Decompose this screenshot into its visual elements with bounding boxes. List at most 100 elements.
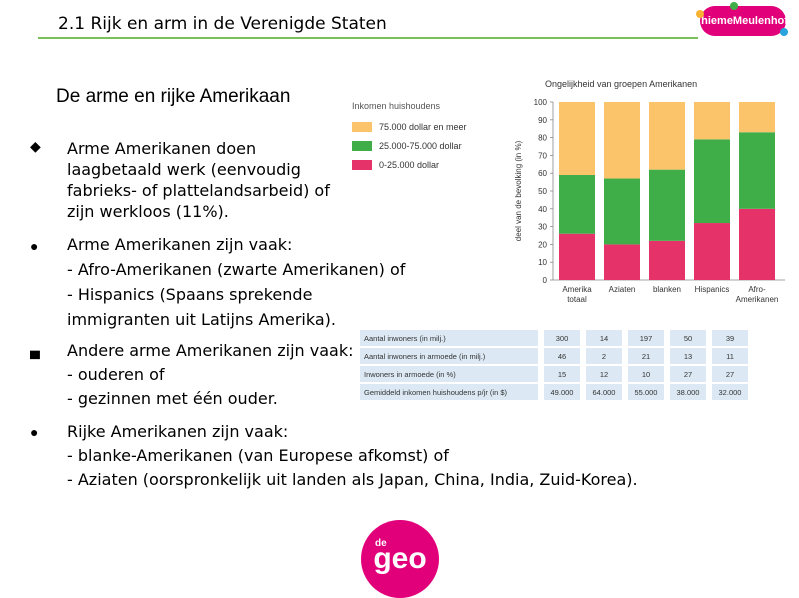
bullet-4-line-2: - blanke-Amerikanen (van Europese afkoms… <box>67 446 449 465</box>
bullet-1-line-2: laagbetaald werk (eenvoudig <box>67 160 301 179</box>
y-tick-label: 80 <box>538 134 547 143</box>
table-cell: 64.000 <box>586 383 622 402</box>
x-tick-label: Amerika <box>562 285 592 294</box>
bullet-2-line-2: - Afro-Amerikanen (zwarte Amerikanen) of <box>67 260 406 279</box>
y-tick-label: 0 <box>543 276 548 285</box>
table-gap <box>664 347 670 366</box>
geo-logo: de geo <box>361 520 439 598</box>
legend-title: Inkomen huishoudens <box>352 101 441 111</box>
bar-segment <box>559 233 595 280</box>
legend-item-mid: 25.000-75.000 dollar <box>352 136 467 155</box>
legend-label: 25.000-75.000 dollar <box>379 140 462 151</box>
table-gap <box>664 330 670 348</box>
table-row-label: Aantal inwoners in armoede (in milj.) <box>360 347 538 366</box>
table-cell: 49.000 <box>544 383 580 402</box>
table-row-label: Aantal inwoners (in milj.) <box>360 330 538 348</box>
table-gap <box>538 347 544 366</box>
table-cell: 12 <box>586 365 622 384</box>
table-cell: 27 <box>712 365 748 384</box>
table-cell: 300 <box>544 330 580 348</box>
legend-label: 0-25.000 dollar <box>379 159 440 170</box>
bar-segment <box>694 139 730 224</box>
publisher-logo-text: ThiemeMeulenhoff <box>694 15 792 27</box>
bar-segment <box>604 178 640 245</box>
table-row-label: Gemiddeld inkomen huishoudens p/jr (in $… <box>360 383 538 402</box>
bar-segment <box>649 240 685 280</box>
table-gap <box>622 347 628 366</box>
x-tick-label: Aziaten <box>609 285 636 294</box>
geo-logo-text: geo <box>373 542 427 575</box>
table-row: Aantal inwoners in armoede (in milj.) 46 2… <box>360 347 748 366</box>
y-tick-label: 70 <box>538 151 547 160</box>
table-cell: 27 <box>670 365 706 384</box>
y-tick-label: 100 <box>534 98 548 107</box>
table-gap <box>538 365 544 384</box>
y-tick-label: 30 <box>538 223 547 232</box>
table-gap <box>622 365 628 384</box>
table-cell: 55.000 <box>628 383 664 402</box>
logo-dot-icon <box>780 28 788 36</box>
table-gap <box>664 383 670 402</box>
bullet-3-line-1: Andere arme Amerikanen zijn vaak: <box>67 341 354 360</box>
legend-label: 75.000 dollar en meer <box>379 121 467 132</box>
bullet-2-line-3: - Hispanics (Spaans sprekende <box>67 285 313 304</box>
logo-dot-icon <box>696 10 704 18</box>
y-tick-label: 20 <box>538 240 547 249</box>
table-gap <box>706 365 712 384</box>
table-cell: 10 <box>628 365 664 384</box>
table-gap <box>706 330 712 348</box>
table-cell: 46 <box>544 347 580 366</box>
table-row-label: Inwoners in armoede (in %) <box>360 365 538 384</box>
bullet-3-line-2: - ouderen of <box>67 365 165 384</box>
round-bullet-icon: ● <box>30 424 39 440</box>
table-row: Gemiddeld inkomen huishoudens p/jr (in $… <box>360 383 748 402</box>
table-gap <box>580 330 586 348</box>
diamond-bullet-icon: ◆ <box>30 138 41 154</box>
table-cell: 11 <box>712 347 748 366</box>
table-gap <box>622 330 628 348</box>
table-gap <box>706 383 712 402</box>
bar-segment <box>604 244 640 280</box>
table-cell: 38.000 <box>670 383 706 402</box>
title-divider <box>38 37 698 39</box>
round-bullet-icon: ● <box>30 238 39 254</box>
table-cell: 39 <box>712 330 748 348</box>
table-cell: 21 <box>628 347 664 366</box>
slide-title: 2.1 Rijk en arm in de Verenigde Staten <box>58 14 387 34</box>
table-gap <box>580 347 586 366</box>
bullet-4-line-1: Rijke Amerikanen zijn vaak: <box>67 422 289 441</box>
bar-segment <box>739 208 775 280</box>
table-gap <box>538 330 544 348</box>
table-gap <box>622 383 628 402</box>
y-tick-label: 90 <box>538 116 547 125</box>
bullet-1-line-1: Arme Amerikanen doen <box>67 139 257 158</box>
table-cell: 14 <box>586 330 622 348</box>
table-gap <box>538 383 544 402</box>
table-row: Aantal inwoners (in milj.) 300 14 197 50 39 <box>360 330 748 348</box>
bullet-1-line-3: fabrieks- of plattelandsarbeid) of <box>67 181 330 200</box>
bar-segment <box>739 132 775 209</box>
bar-segment <box>559 102 595 175</box>
publisher-logo: ThiemeMeulenhoff <box>694 2 792 36</box>
y-axis-label: deel van de bevolking (in %) <box>514 140 523 241</box>
table-gap <box>706 347 712 366</box>
table-cell: 15 <box>544 365 580 384</box>
bar-segment <box>559 174 595 234</box>
bullet-4-line-3: - Aziaten (oorspronkelijk uit landen als… <box>67 470 638 489</box>
table-cell: 32.000 <box>712 383 748 402</box>
chart-legend: Inkomen huishoudens 75.000 dollar en mee… <box>352 101 467 174</box>
x-tick-label: Hispanics <box>695 285 730 294</box>
legend-swatch <box>352 159 372 170</box>
square-bullet-icon: ▄ <box>30 342 40 358</box>
table-gap <box>580 365 586 384</box>
bar-segment <box>649 102 685 170</box>
chart-title: Ongelijkheid van groepen Amerikanen <box>545 79 698 89</box>
table-cell: 2 <box>586 347 622 366</box>
legend-item-low: 0-25.000 dollar <box>352 155 467 174</box>
stacked-bar-chart: deel van de bevolking (in %) 0 10 20 30 40 50 6… <box>514 98 785 304</box>
y-tick-label: 60 <box>538 169 547 178</box>
table-cell: 50 <box>670 330 706 348</box>
bar-segment <box>604 102 640 179</box>
x-tick-label: blanken <box>653 285 681 294</box>
bar-segment <box>649 169 685 241</box>
